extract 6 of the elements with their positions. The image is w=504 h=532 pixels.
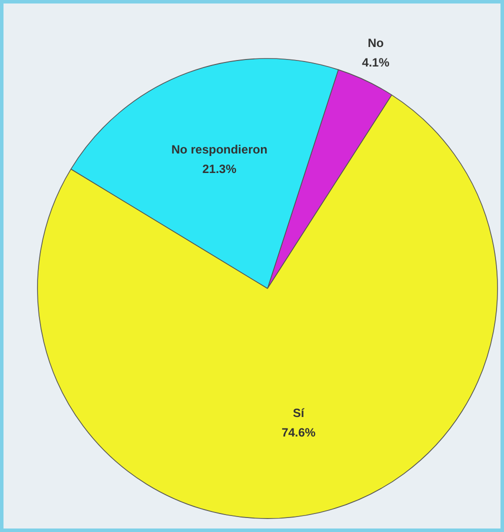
- data-label: 4.1%: [362, 56, 390, 70]
- slice-label: No respondieron: [171, 142, 268, 156]
- slice-label: No: [368, 36, 384, 50]
- data-label: 21.3%: [202, 162, 237, 176]
- data-label: 74.6%: [282, 426, 316, 440]
- slice-label: Sí: [292, 406, 305, 420]
